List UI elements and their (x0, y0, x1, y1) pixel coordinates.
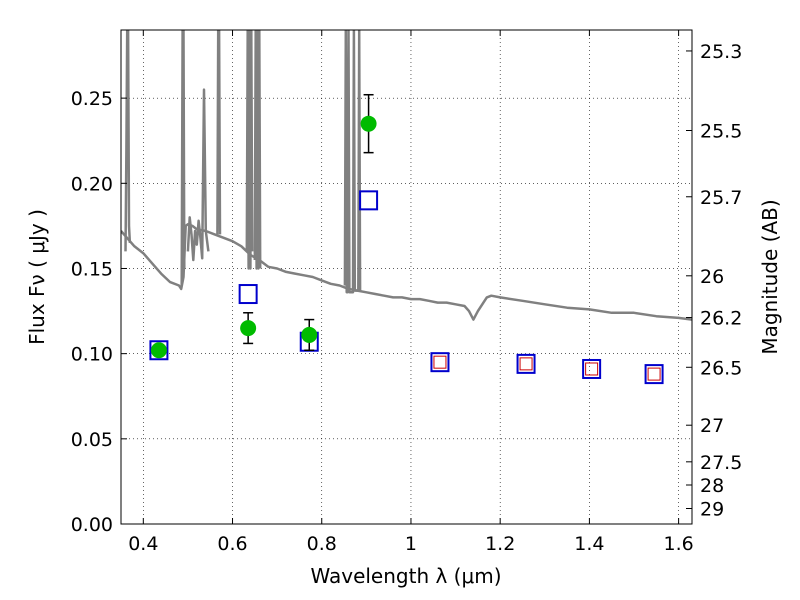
observed-flux-point (150, 342, 167, 359)
y-tick-label: 0.00 (71, 514, 113, 536)
plot-background (121, 30, 692, 524)
mag-tick-label: 27 (700, 415, 724, 437)
model-flux-square-small (647, 367, 661, 381)
mag-tick-label: 26.2 (700, 308, 742, 330)
observed-flux-point (301, 326, 318, 343)
y-tick-label: 0.20 (71, 173, 113, 195)
x-tick-label: 0.6 (217, 533, 247, 555)
spectrum-line (186, 88, 210, 262)
spectrum-line (343, 30, 362, 294)
model-flux-square (149, 340, 169, 361)
x-tick-label: 0.4 (128, 533, 158, 555)
mag-tick-label: 28 (700, 475, 724, 497)
observed-flux-point (360, 115, 377, 132)
x-axis-title: Wavelength λ (μm) (310, 564, 501, 588)
model-flux-square (582, 358, 602, 379)
observed-flux-point (240, 320, 257, 337)
model-flux-square-small (433, 355, 447, 369)
x-tick-labels: 0.4 0.6 0.8 1 1.2 1.4 1.6 (128, 533, 694, 555)
spectrum-line (216, 30, 222, 235)
spectrum-line (253, 30, 262, 270)
x-tick-label: 0.8 (307, 533, 337, 555)
x-tick-label: 1.6 (664, 533, 694, 555)
y-tick-label: 0.25 (71, 88, 113, 110)
model-flux-square-small (585, 362, 599, 376)
mag-tick-label: 26.5 (700, 357, 742, 379)
model-flux-square (430, 352, 450, 373)
spectrum-line (245, 30, 254, 270)
x-tick-label: 1 (405, 533, 417, 555)
mag-tick-label: 25.7 (700, 187, 742, 209)
model-flux-square (238, 284, 258, 305)
y-tick-label: 0.10 (71, 344, 113, 366)
y-axis-title: Flux Fν ( μJy ) (25, 209, 49, 345)
x-tick-label: 1.2 (485, 533, 515, 555)
tick-marks (121, 30, 692, 525)
y-tick-label: 0.05 (71, 429, 113, 451)
mag-tick-label: 26 (700, 266, 724, 288)
model-flux-square-small (519, 357, 533, 371)
mag-tick-label: 29 (700, 498, 724, 520)
model-flux-square (516, 353, 536, 374)
data-layer (121, 30, 692, 385)
y-tick-label: 0.15 (71, 258, 113, 280)
mag-tick-label: 25.3 (700, 41, 742, 63)
spectrum-line (124, 30, 132, 252)
mag-tick-label: 27.5 (700, 452, 742, 474)
y-tick-labels: 0.00 0.05 0.10 0.15 0.20 0.25 (71, 88, 113, 536)
x-tick-label: 1.4 (574, 533, 604, 555)
model-flux-square (644, 364, 664, 385)
plot-frame (120, 29, 693, 525)
spectrum-line (180, 30, 186, 286)
y2-axis-title: Magnitude (AB) (758, 199, 782, 354)
mag-tick-label: 25.5 (700, 121, 742, 143)
model-flux-square (359, 190, 379, 211)
